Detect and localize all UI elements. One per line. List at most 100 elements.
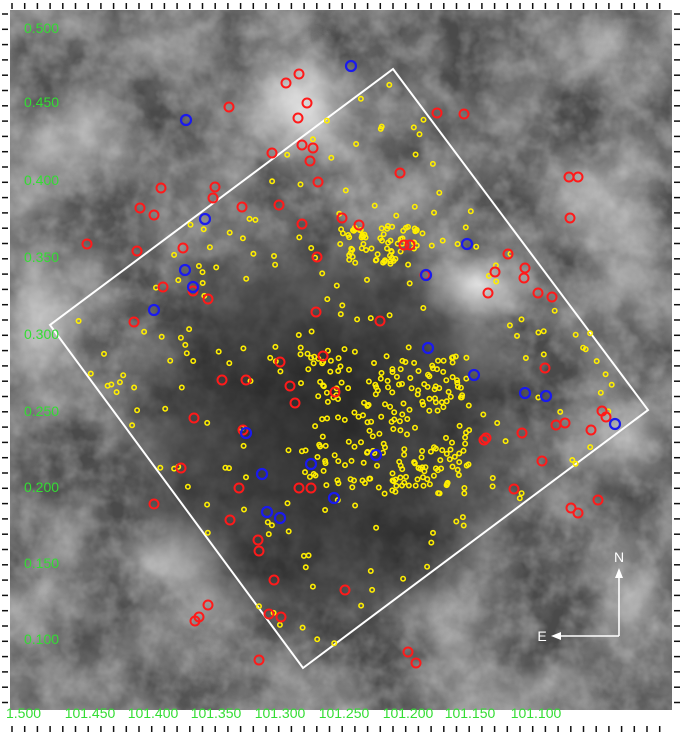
yellow-marker	[310, 360, 317, 367]
red-marker	[458, 108, 470, 120]
red-marker	[188, 412, 200, 424]
yellow-marker	[246, 215, 253, 222]
yellow-marker	[378, 123, 385, 130]
yellow-marker	[418, 454, 425, 461]
yellow-marker	[162, 405, 169, 412]
yellow-marker	[410, 124, 417, 131]
yellow-marker	[448, 439, 455, 446]
yellow-marker	[597, 389, 604, 396]
yellow-marker	[387, 258, 394, 265]
yellow-marker	[190, 357, 197, 364]
y-tick-label: 0.200	[24, 479, 59, 495]
yellow-marker	[462, 440, 469, 447]
yellow-marker	[204, 529, 211, 536]
yellow-marker	[377, 375, 384, 382]
yellow-marker	[386, 81, 393, 88]
yellow-marker	[460, 522, 467, 529]
yellow-marker	[171, 251, 178, 258]
red-marker	[532, 287, 544, 299]
yellow-marker	[324, 415, 331, 422]
yellow-marker	[434, 357, 441, 364]
yellow-marker	[391, 416, 398, 423]
red-marker	[296, 139, 308, 151]
yellow-marker	[404, 415, 411, 422]
red-marker	[410, 657, 422, 669]
yellow-marker	[378, 413, 385, 420]
y-tick-label: 0.300	[24, 326, 59, 342]
blue-marker	[539, 389, 553, 403]
blue-marker	[147, 303, 161, 317]
yellow-marker	[358, 602, 365, 609]
yellow-marker	[462, 224, 469, 231]
yellow-marker	[389, 368, 396, 375]
east-arrowhead-icon	[551, 632, 561, 640]
red-marker	[209, 181, 221, 193]
red-marker	[508, 483, 520, 495]
yellow-marker	[341, 416, 348, 423]
red-marker	[312, 176, 324, 188]
blue-marker	[518, 386, 532, 400]
red-marker	[233, 482, 245, 494]
yellow-marker	[129, 422, 136, 429]
yellow-marker	[359, 412, 366, 419]
yellow-marker	[322, 506, 329, 513]
compass-north-label: N	[614, 549, 624, 565]
red-marker	[293, 482, 305, 494]
red-marker	[564, 212, 576, 224]
blue-marker	[327, 491, 341, 505]
yellow-marker	[602, 371, 609, 378]
red-marker	[148, 498, 160, 510]
red-marker	[273, 199, 285, 211]
yellow-marker	[451, 453, 458, 460]
red-marker	[585, 424, 597, 436]
yellow-marker	[444, 479, 451, 486]
yellow-marker	[454, 379, 461, 386]
yellow-marker	[351, 443, 358, 450]
yellow-marker	[580, 344, 587, 351]
yellow-marker	[320, 467, 327, 474]
yellow-marker	[269, 178, 276, 185]
red-marker	[175, 462, 187, 474]
yellow-marker	[371, 202, 378, 209]
x-axis-labels: 1.500 101.450 101.400 101.350 101.300 101.250…	[6, 705, 562, 721]
red-marker	[216, 374, 228, 386]
blue-marker	[344, 59, 358, 73]
yellow-marker	[400, 575, 407, 582]
red-marker	[280, 77, 292, 89]
red-marker	[131, 245, 143, 257]
yellow-marker	[380, 231, 387, 238]
yellow-marker	[389, 389, 396, 396]
yellow-marker	[516, 495, 523, 502]
yellow-marker	[333, 282, 340, 289]
yellow-marker	[252, 216, 259, 223]
yellow-marker	[265, 531, 272, 538]
yellow-marker	[357, 95, 364, 102]
red-marker	[559, 417, 571, 429]
yellow-marker	[301, 469, 308, 476]
y-tick-label: 0.450	[24, 94, 59, 110]
yellow-marker	[331, 452, 338, 459]
yellow-marker	[377, 235, 384, 242]
yellow-marker	[243, 275, 250, 282]
y-axis-labels: 0.500 0.450 0.400 0.350 0.300 0.250 0.200 0.150…	[24, 20, 59, 647]
red-marker	[236, 201, 248, 213]
yellow-marker	[424, 563, 431, 570]
yellow-marker	[405, 482, 412, 489]
red-marker	[431, 107, 443, 119]
yellow-marker	[226, 229, 233, 236]
yellow-marker	[299, 624, 306, 631]
x-tick-label: 101.100	[511, 705, 562, 721]
x-tick-label: 101.450	[65, 705, 116, 721]
yellow-marker	[463, 354, 470, 361]
red-marker	[253, 545, 265, 557]
yellow-marker	[535, 329, 542, 336]
yellow-marker	[272, 261, 279, 268]
yellow-marker	[421, 381, 428, 388]
yellow-marker	[87, 370, 94, 377]
yellow-marker	[412, 482, 419, 489]
blue-marker	[273, 511, 287, 525]
yellow-marker	[411, 459, 418, 466]
yellow-marker	[446, 456, 453, 463]
yellow-marker	[309, 136, 316, 143]
